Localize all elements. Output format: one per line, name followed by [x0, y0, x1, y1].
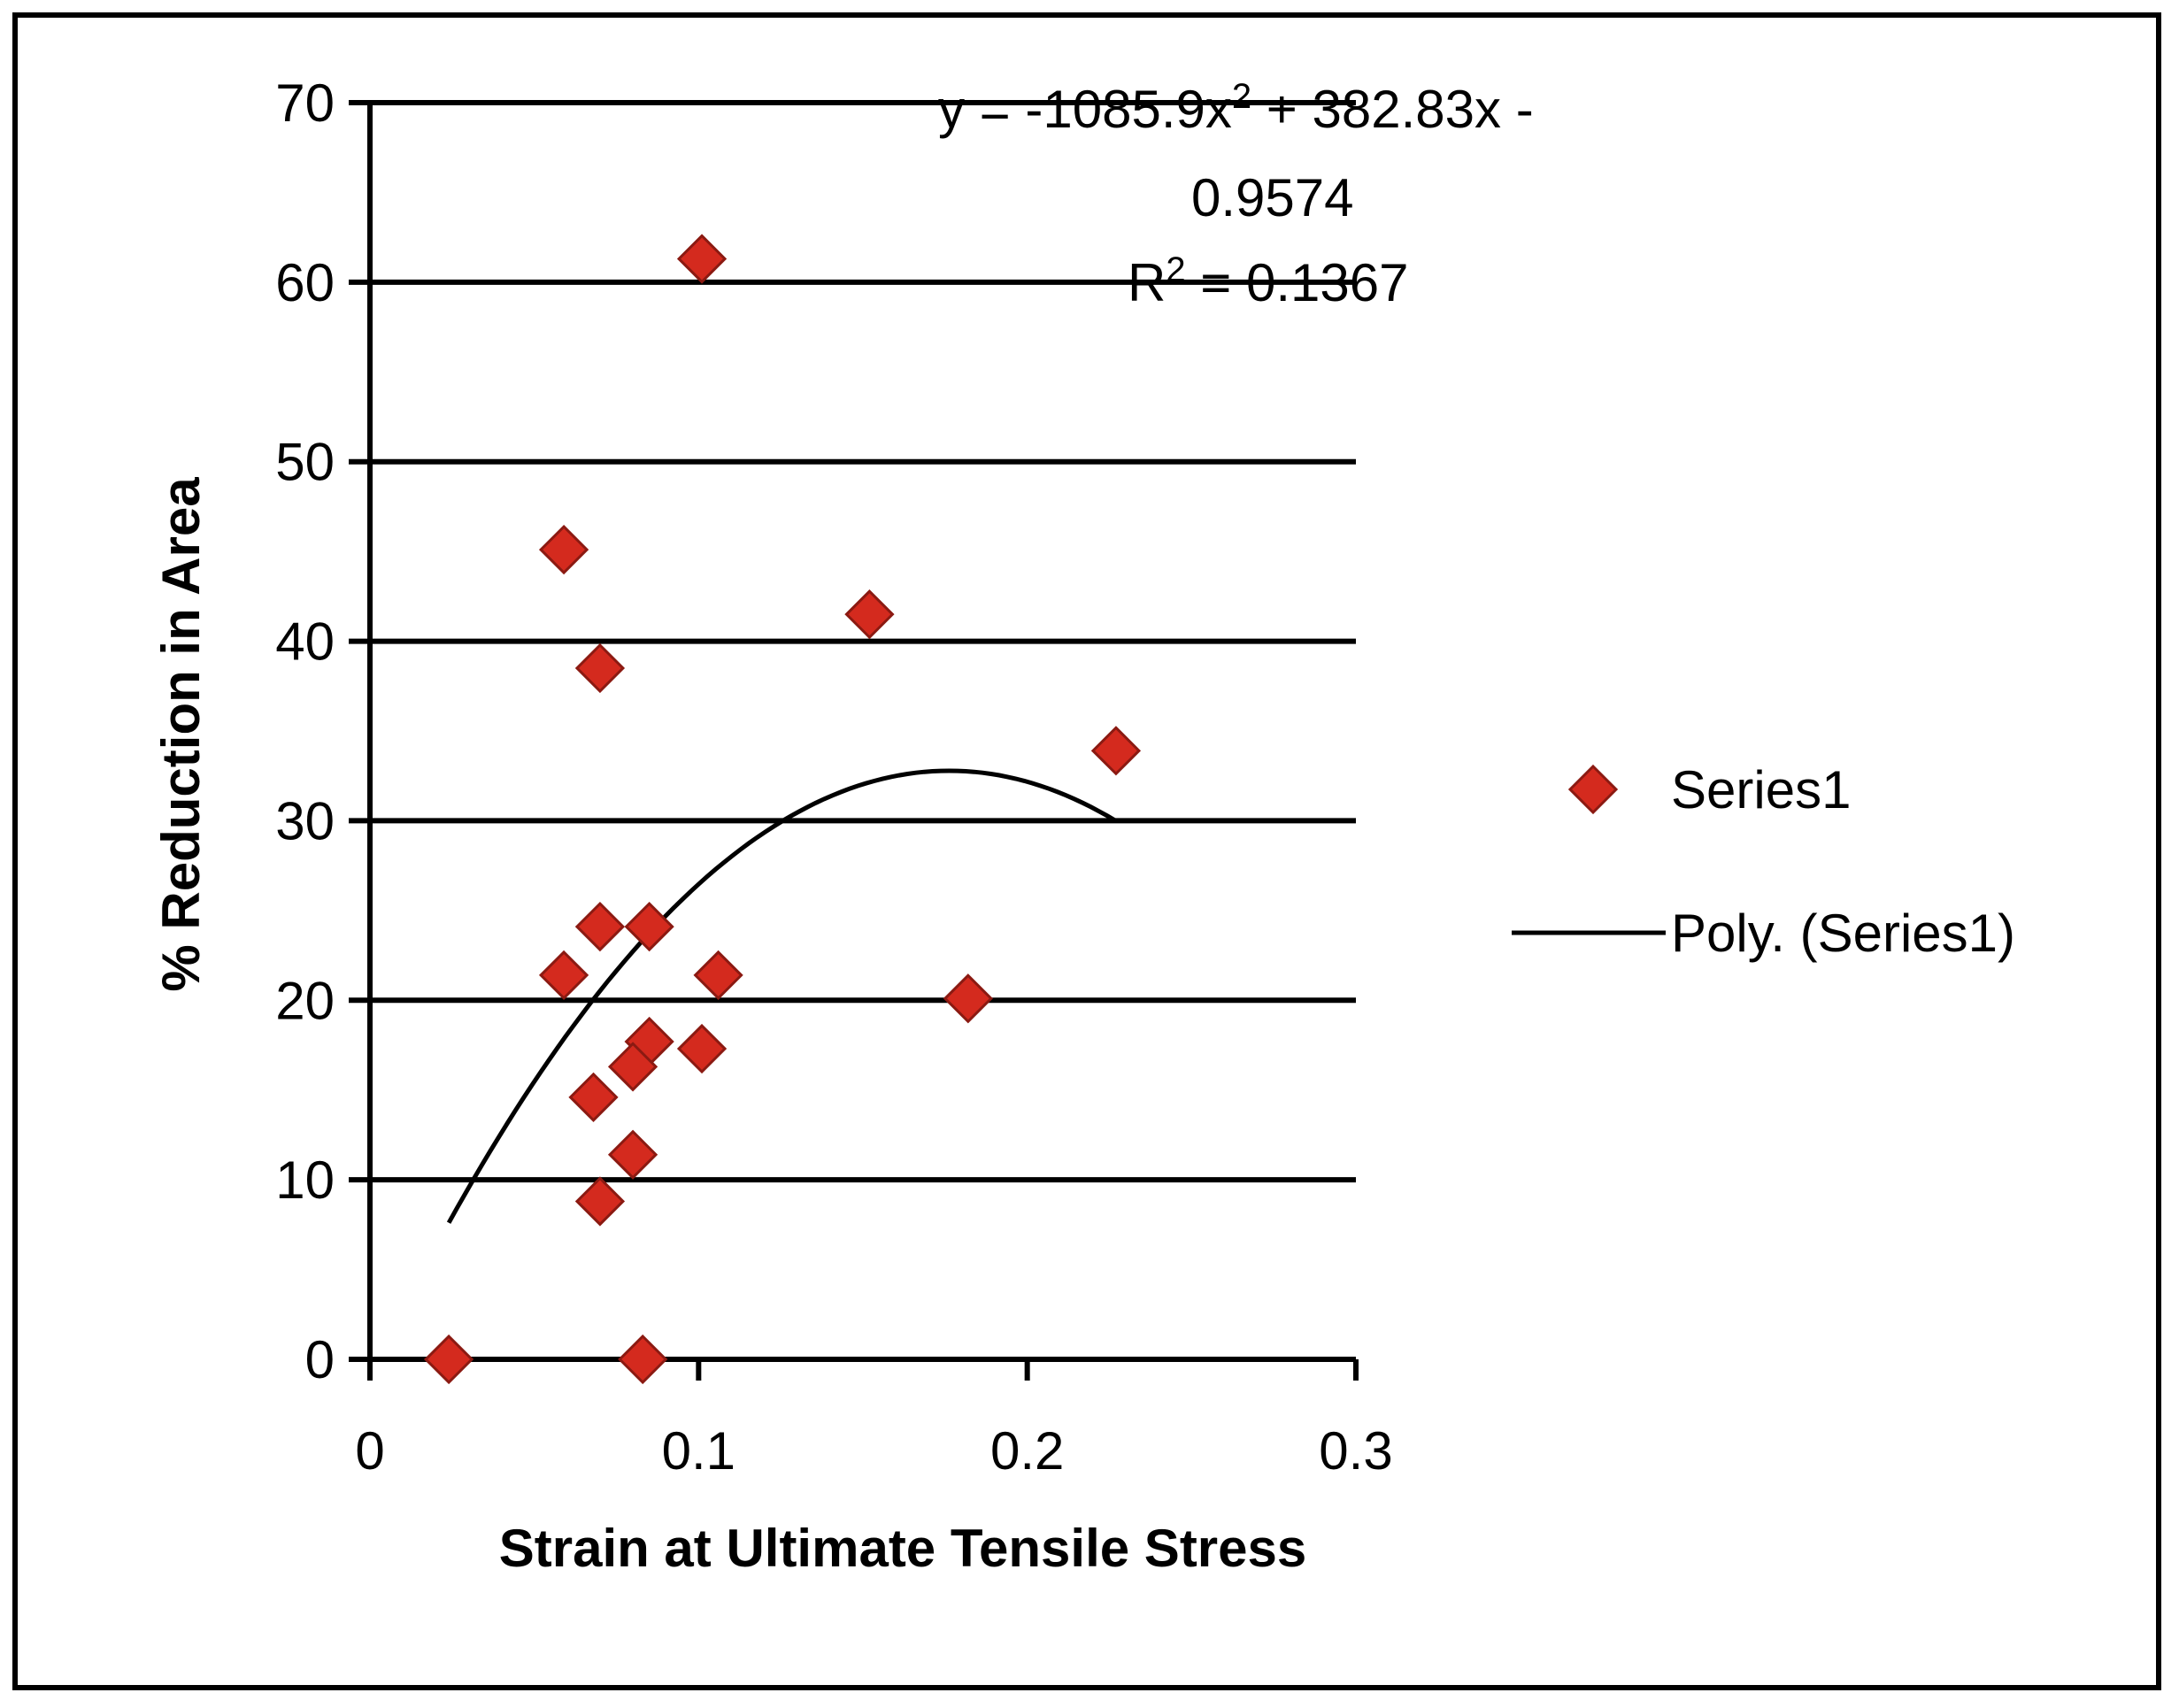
- x-tick-label-0.3: 0.3: [1319, 1421, 1392, 1481]
- data-point-15: [568, 1072, 619, 1122]
- data-point-10: [693, 950, 743, 1001]
- data-point-2: [676, 234, 728, 284]
- y-tick-label-20: 20: [275, 971, 335, 1030]
- trendline-equation-line-1: y = -1085.9x2 + 382.83x -: [938, 77, 1534, 139]
- legend: Series1 Poly. (Series1): [1512, 760, 2015, 963]
- trendline-curve: [446, 768, 1118, 1224]
- legend-series1-marker: [1567, 764, 1619, 815]
- axes: [367, 103, 1359, 1381]
- data-point-17: [574, 1176, 626, 1227]
- data-point-9: [538, 950, 589, 1001]
- y-tick-label-70: 70: [275, 73, 335, 133]
- data-point-6: [1090, 726, 1142, 776]
- y-tick-label-40: 40: [275, 612, 335, 672]
- y-axis-title: % Reduction in Area: [151, 477, 211, 992]
- y-tick-labels: 0 10 20 30 40 50 60 70: [275, 73, 335, 1389]
- legend-trendline-label: Poly. (Series1): [1671, 904, 2015, 963]
- y-tick-label-0: 0: [305, 1330, 335, 1389]
- y-tick-label-30: 30: [275, 791, 335, 850]
- scatter-chart: 0 10 20 30 40 50 60 70 0 0.1 0.2 0.3 y = -1085.9x2…: [151, 73, 2015, 1578]
- y-tick-label-10: 10: [275, 1150, 335, 1210]
- data-point-7: [574, 901, 626, 952]
- data-point-4: [844, 589, 895, 640]
- x-tick-label-0: 0: [355, 1421, 384, 1481]
- data-point-1: [618, 1334, 668, 1385]
- data-point-8: [624, 901, 674, 952]
- data-point-16: [607, 1129, 658, 1180]
- data-point-11: [943, 973, 993, 1024]
- gridlines: [349, 100, 1356, 1362]
- x-axis-title: Strain at Ultimate Tensile Stress: [499, 1519, 1307, 1578]
- data-point-14: [607, 1042, 658, 1092]
- data-point-0: [423, 1334, 474, 1385]
- data-point-3: [538, 524, 589, 575]
- r-squared-label: R2 = 0.1367: [1128, 250, 1409, 312]
- data-points: [423, 234, 1142, 1385]
- legend-series1-label: Series1: [1671, 760, 1851, 819]
- y-tick-label-60: 60: [275, 253, 335, 312]
- x-tick-label-0.2: 0.2: [990, 1421, 1064, 1481]
- data-point-5: [574, 642, 626, 694]
- x-tick-label-0.1: 0.1: [662, 1421, 735, 1481]
- data-point-12: [676, 1023, 728, 1074]
- x-tick-labels: 0 0.1 0.2 0.3: [355, 1421, 1392, 1481]
- chart-frame: 0 10 20 30 40 50 60 70 0 0.1 0.2 0.3 y = -1085.9x2…: [12, 12, 2161, 1690]
- trendline-group: [446, 768, 1118, 1224]
- y-tick-label-50: 50: [275, 433, 335, 492]
- trendline-equation-line-2: 0.9574: [1191, 168, 1354, 227]
